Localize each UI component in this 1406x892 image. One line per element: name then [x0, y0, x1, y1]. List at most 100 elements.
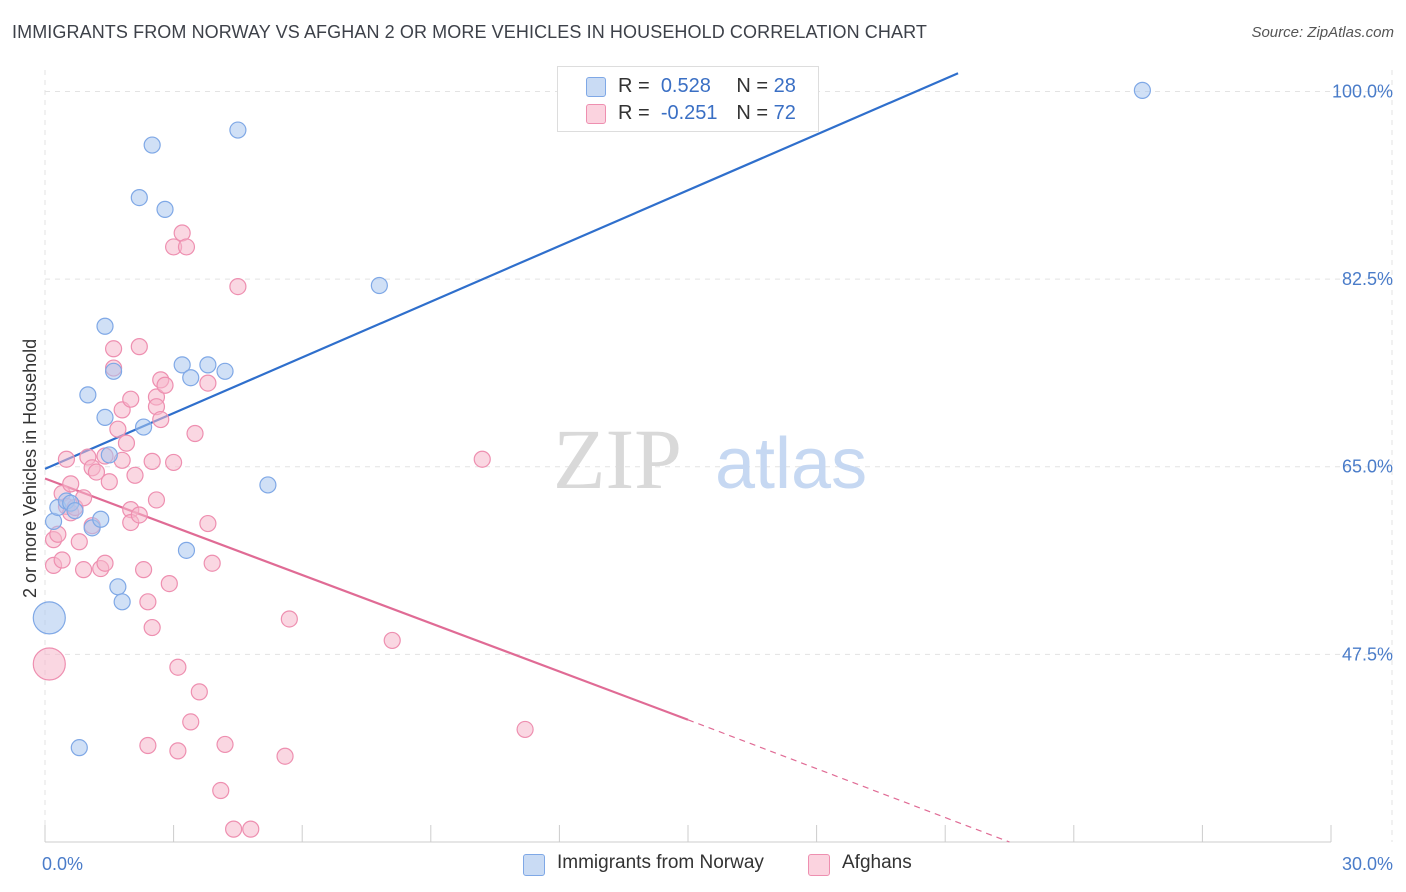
point-norway: [1133, 81, 1151, 99]
legend-n-norway: 28: [773, 75, 796, 97]
point-norway: [229, 121, 247, 139]
bottom-legend-label-afghans: Afghans: [842, 852, 912, 873]
trend-line-afghans-extension: [687, 719, 1010, 843]
point-afghans: [186, 424, 204, 443]
point-norway: [134, 418, 153, 436]
trend-lines: [44, 72, 1010, 843]
legend-n-label: N =: [736, 102, 769, 124]
point-afghans: [165, 453, 183, 472]
bottom-legend-label-norway: Immigrants from Norway: [557, 852, 764, 873]
point-norway: [143, 136, 161, 154]
tick-labels: 100.0% 82.5% 65.0% 47.5% 0.0% 30.0%: [42, 81, 1393, 874]
x-tick-label: 0.0%: [42, 854, 83, 874]
watermark-zip: ZIP: [553, 411, 682, 507]
point-norway: [370, 276, 388, 295]
y-tick-label: 82.5%: [1342, 269, 1393, 289]
point-norway: [100, 446, 118, 464]
point-afghans: [160, 574, 178, 593]
point-afghans: [473, 450, 491, 468]
legend-r-label: R =: [618, 102, 650, 124]
trend-line-norway: [44, 72, 959, 470]
point-afghans: [383, 631, 401, 650]
point-afghans: [182, 713, 200, 731]
point-afghans: [143, 452, 161, 470]
point-afghans: [96, 554, 114, 572]
point-norway: [32, 601, 66, 635]
data-points: [32, 81, 1151, 838]
legend-r-label: R =: [618, 75, 650, 97]
point-afghans: [139, 593, 157, 611]
point-afghans: [212, 781, 230, 800]
axes: [44, 825, 1332, 843]
point-afghans: [156, 376, 174, 394]
point-norway: [79, 386, 97, 404]
legend-r-afghans: -0.251: [660, 102, 718, 124]
point-afghans: [134, 561, 153, 579]
point-norway: [156, 200, 174, 218]
point-norway: [216, 362, 234, 380]
point-afghans: [100, 473, 118, 491]
watermark-atlas: atlas: [715, 424, 867, 504]
y-tick-label: 100.0%: [1332, 81, 1393, 101]
point-afghans: [126, 466, 144, 484]
point-afghans: [104, 340, 123, 358]
point-afghans: [130, 338, 148, 356]
point-norway: [70, 739, 88, 757]
legend-swatch-afghans: [586, 104, 606, 124]
point-norway: [109, 578, 127, 596]
point-afghans: [143, 618, 161, 637]
point-afghans: [199, 514, 217, 533]
point-norway: [259, 476, 277, 494]
point-afghans: [199, 374, 217, 392]
legend-swatch-norway: [586, 77, 606, 97]
point-afghans: [152, 410, 170, 429]
y-axis-label: 2 or more Vehicles in Household: [20, 339, 40, 598]
y-tick-label: 65.0%: [1342, 457, 1393, 477]
point-afghans: [147, 491, 166, 509]
point-afghans: [62, 475, 80, 493]
point-norway: [96, 408, 114, 426]
chart-title: IMMIGRANTS FROM NORWAY VS AFGHAN 2 OR MO…: [12, 22, 927, 42]
point-norway: [113, 593, 131, 611]
point-afghans: [117, 434, 136, 452]
legend-n-label: N =: [736, 75, 769, 97]
point-norway: [199, 356, 217, 374]
point-norway: [92, 510, 110, 528]
point-afghans: [87, 463, 106, 481]
legend-r-norway: 0.528: [660, 75, 711, 97]
point-afghans: [203, 554, 221, 572]
point-afghans: [280, 610, 298, 628]
bottom-legend-swatch-norway: [523, 854, 545, 876]
point-afghans: [276, 747, 294, 765]
point-afghans: [190, 683, 208, 701]
point-afghans: [516, 720, 534, 739]
point-norway: [66, 502, 84, 520]
trend-line-afghans: [44, 477, 689, 721]
point-norway: [182, 369, 200, 387]
point-afghans: [122, 390, 140, 408]
point-afghans: [242, 820, 260, 838]
point-afghans: [216, 735, 234, 754]
point-norway: [173, 356, 191, 374]
point-norway: [130, 188, 148, 207]
source-label: Source: ZipAtlas.com: [1251, 24, 1394, 41]
point-afghans: [225, 820, 243, 838]
point-afghans: [70, 533, 88, 551]
x-tick-label: 30.0%: [1342, 854, 1393, 874]
legend-n-afghans: 72: [773, 102, 796, 124]
point-afghans: [139, 736, 157, 755]
point-afghans: [32, 647, 66, 681]
point-afghans: [169, 742, 187, 760]
point-afghans: [57, 450, 76, 468]
point-afghans: [177, 238, 196, 256]
bottom-legend-swatch-afghans: [808, 854, 830, 876]
point-norway: [104, 362, 123, 380]
y-tick-label: 47.5%: [1342, 644, 1393, 664]
point-norway: [177, 541, 196, 559]
point-afghans: [169, 658, 187, 676]
point-afghans: [53, 551, 71, 569]
point-norway: [96, 317, 114, 335]
point-afghans: [74, 561, 93, 579]
point-afghans: [229, 277, 247, 296]
